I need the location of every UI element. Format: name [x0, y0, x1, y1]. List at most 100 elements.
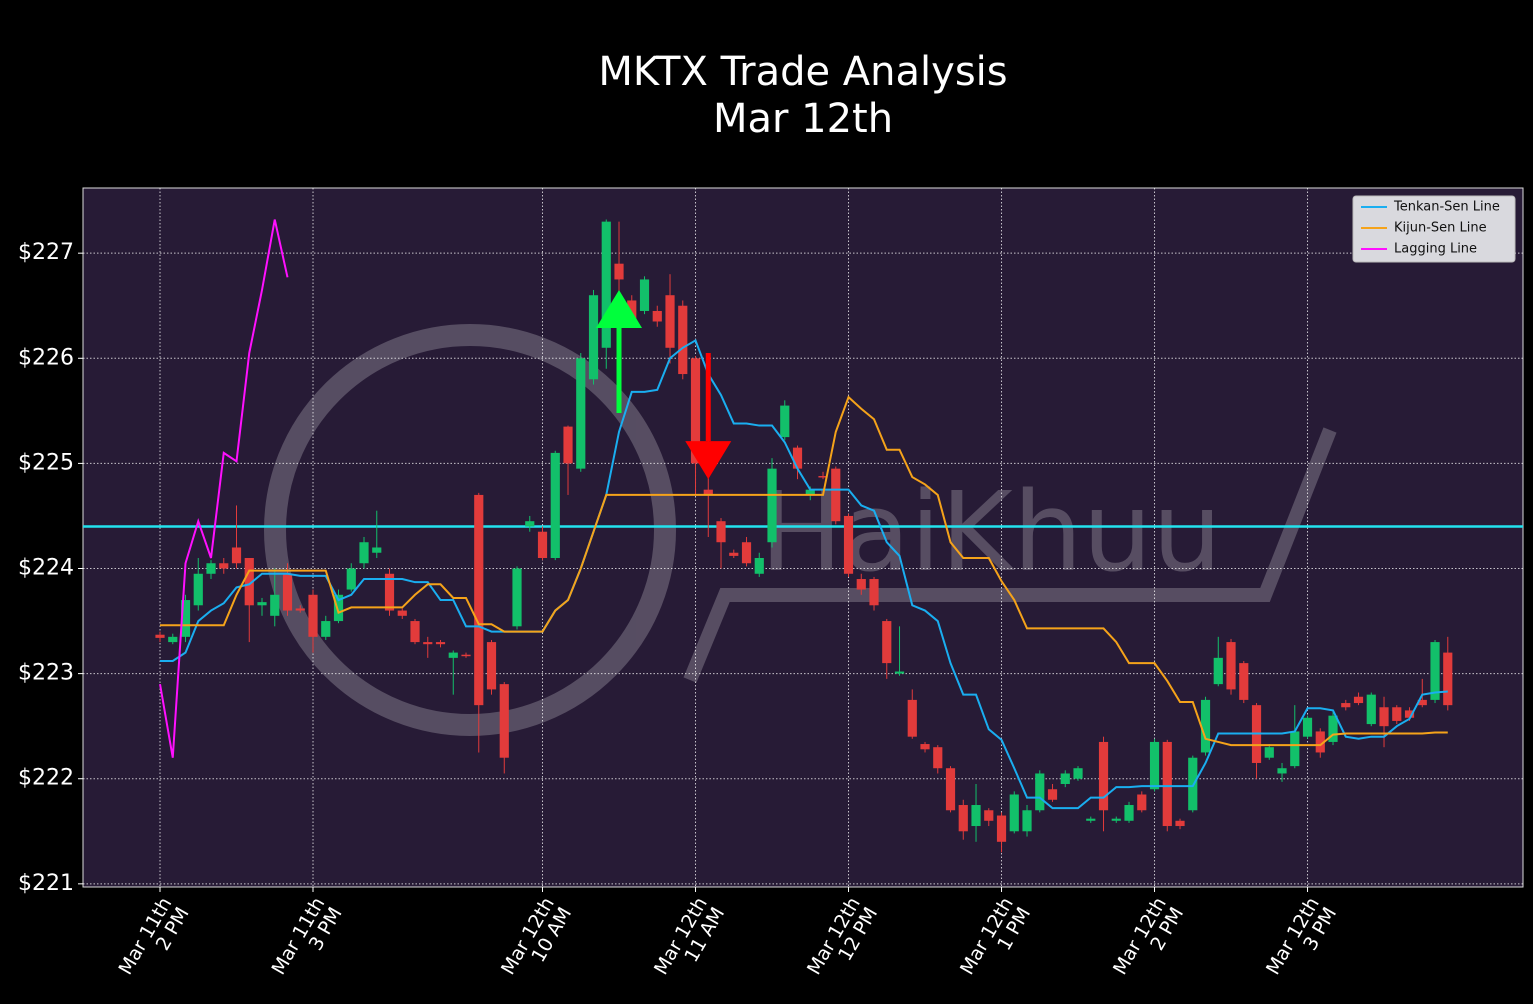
candle-body	[1086, 818, 1096, 821]
legend-box	[1352, 195, 1516, 263]
candle-body	[1353, 696, 1364, 704]
candle-body	[537, 531, 548, 558]
candle-body	[1022, 810, 1032, 832]
candle-body	[282, 573, 293, 611]
candle-body	[996, 815, 1007, 842]
candle-body	[359, 542, 369, 564]
candle-body	[831, 468, 841, 522]
candle-body	[1277, 768, 1287, 774]
candle-body	[627, 300, 637, 322]
indicator-line	[159, 219, 289, 758]
candle-body	[295, 608, 305, 611]
candle-body	[231, 547, 242, 564]
candle-body	[741, 542, 752, 564]
x-tick-label: Mar 11th2 PM	[115, 894, 194, 989]
candle-body	[665, 295, 675, 348]
candle-body	[945, 768, 956, 811]
candle-body	[1073, 768, 1083, 779]
candle-body	[1035, 773, 1045, 811]
candle-body	[639, 279, 650, 311]
y-tick-label: $221	[18, 871, 74, 896]
candle-body	[1290, 731, 1300, 767]
candle-body	[601, 221, 611, 348]
candle-body	[1239, 663, 1249, 700]
candle-body	[1404, 710, 1415, 718]
chart-title: MKTX Trade Analysis	[598, 49, 1007, 95]
watermark: HaiKhuu	[264, 324, 1337, 736]
watermark-text: HaiKhuu	[760, 468, 1222, 596]
candle-body	[729, 552, 739, 556]
candle-body	[257, 602, 267, 606]
candle-body	[690, 358, 701, 464]
candle-body	[818, 476, 828, 478]
candle-body	[1111, 818, 1121, 821]
x-tick-label: Mar 12th3 PM	[1262, 894, 1341, 989]
candle-body	[1149, 741, 1160, 790]
candle-body	[678, 305, 688, 375]
candle-body	[333, 594, 344, 622]
candle-body	[1213, 657, 1223, 685]
buy-arrow-head	[596, 289, 643, 328]
candle-body	[882, 621, 892, 664]
x-tick-label: Mar 12th12 PM	[803, 894, 882, 989]
candle-body	[435, 642, 446, 645]
candle-body	[270, 594, 280, 616]
candle-body	[984, 810, 994, 821]
candle-body	[1417, 699, 1427, 706]
candle-body	[346, 568, 356, 590]
legend-label: Tenkan-Sen Line	[1393, 200, 1500, 215]
candle-body	[971, 805, 981, 827]
candle-body	[219, 563, 229, 569]
candle-body	[576, 358, 586, 469]
candle-body	[1226, 642, 1236, 690]
chart-subtitle: Mar 12th	[713, 96, 893, 142]
candle-body	[1341, 703, 1351, 708]
candle-body	[856, 579, 866, 590]
watermark-ring	[264, 324, 676, 736]
candle-body	[1379, 707, 1389, 727]
candle-body	[397, 610, 407, 616]
candle-body	[1188, 757, 1198, 811]
candle-body	[907, 699, 917, 737]
candle-body	[168, 636, 178, 643]
candle-body	[1162, 741, 1172, 827]
watermark-arrow	[683, 427, 1337, 683]
candle-body	[180, 600, 191, 637]
x-tick-label: Mar 12th1 PM	[956, 893, 1035, 988]
candle-body	[499, 684, 509, 758]
candle-body	[1175, 820, 1185, 827]
candle-body	[563, 426, 573, 464]
x-tick-label: Mar 12th11 AM	[650, 894, 729, 989]
candle-body	[550, 452, 560, 558]
y-tick-label: $223	[18, 661, 74, 686]
candle-body	[525, 521, 535, 527]
candle-body	[461, 654, 471, 657]
candle-body	[1366, 694, 1376, 725]
legend-label: Lagging Line	[1394, 242, 1477, 257]
candle-body	[1430, 642, 1440, 700]
candle-body	[193, 573, 203, 606]
x-tick-label: Mar 12th10 AM	[497, 894, 576, 989]
candle-body	[1302, 717, 1313, 737]
candle-body	[1315, 731, 1325, 753]
candle-body	[1047, 789, 1058, 800]
candle-body	[1392, 707, 1402, 721]
y-tick-label: $225	[18, 450, 74, 475]
candle-body	[588, 295, 599, 380]
candle-body	[792, 447, 803, 469]
candle-body	[448, 652, 458, 658]
candle-body	[372, 547, 382, 553]
candle-body	[933, 747, 943, 769]
indicator-line	[160, 338, 1448, 810]
candle-body	[958, 805, 968, 832]
candle-body	[614, 263, 624, 280]
candle-body	[703, 489, 713, 495]
candle-body	[920, 744, 930, 750]
legend-label: Kijun-Sen Line	[1394, 221, 1487, 236]
candle-body	[1137, 794, 1147, 811]
candle-body	[1328, 715, 1338, 742]
candle-body	[1060, 773, 1070, 784]
candle-body	[805, 489, 815, 495]
candle-body	[244, 557, 254, 606]
